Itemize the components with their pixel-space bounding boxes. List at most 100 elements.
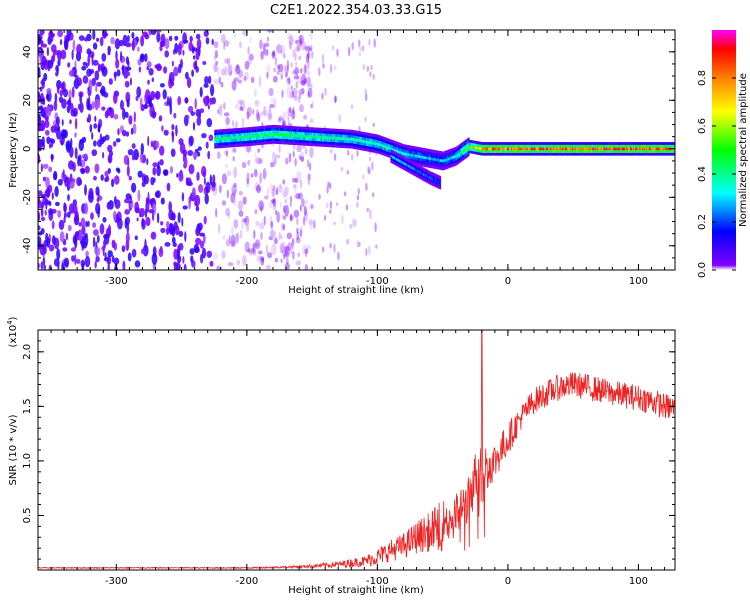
ridge-cell [440, 153, 443, 157]
ridge-cell [594, 150, 597, 153]
noise-blob [92, 222, 97, 229]
ridge-cell [317, 138, 319, 142]
ridge-cell [495, 147, 497, 151]
noise-blob [298, 88, 305, 96]
noise-blob [273, 162, 276, 168]
noise-blob [259, 222, 265, 230]
ridge-cell [450, 151, 452, 155]
ridge-cell [269, 130, 271, 134]
noise-blob [225, 124, 231, 130]
ridge-cell [330, 144, 332, 148]
ridge-cell [220, 134, 222, 138]
ridge-cell [458, 160, 460, 164]
ridge-cell [425, 161, 427, 165]
ridge-cell [475, 143, 477, 147]
ridge-cell [280, 125, 282, 129]
ridge-cell [249, 137, 252, 141]
ridge-cell [553, 147, 555, 151]
ridge-cell [439, 167, 442, 170]
noise-blob [117, 128, 120, 136]
ridge-cell [657, 142, 660, 145]
ridge-cell [278, 127, 280, 131]
x-tick-label: -300 [105, 276, 128, 287]
noise-blob [126, 98, 130, 108]
ridge-cell [354, 135, 356, 139]
ridge-cell [532, 152, 534, 156]
ridge-cell [593, 152, 596, 156]
ridge-cell [225, 139, 227, 143]
ridge-cell [658, 152, 661, 156]
noise-blob [279, 243, 284, 254]
ridge-cell [301, 134, 304, 138]
x-tick-label: -200 [236, 576, 259, 587]
ridge-cell [361, 142, 363, 146]
ridge-cell [217, 134, 219, 138]
ridge-cell [409, 168, 411, 171]
ridge-cell [423, 156, 425, 159]
noise-blob [92, 42, 98, 50]
ridge-cell [244, 127, 246, 131]
ridge-cell [422, 161, 424, 164]
ridge-cell [607, 152, 609, 156]
ridge-cell [398, 147, 401, 151]
ridge-cell [588, 144, 590, 148]
noise-blob [302, 216, 306, 226]
ridge-cell [367, 143, 369, 147]
noise-blob [107, 262, 110, 270]
ridge-cell [597, 147, 599, 151]
noise-blob [289, 42, 293, 50]
ridge-cell [666, 152, 668, 156]
ridge-cell [382, 152, 384, 156]
ridge-cell [625, 147, 628, 151]
ridge-cell [283, 125, 285, 129]
noise-blob [38, 123, 45, 132]
snr-y-label: SNR (10 * v/v) [8, 414, 19, 485]
noise-blob [277, 117, 282, 123]
ridge-cell [355, 135, 358, 139]
noise-blob [71, 255, 75, 262]
ridge-cell [547, 147, 549, 151]
ridge-cell [603, 144, 605, 148]
ridge-cell [427, 159, 429, 163]
ridge-cell [335, 142, 337, 145]
ridge-cell [370, 136, 372, 139]
noise-blob [279, 201, 282, 208]
ridge-cell [468, 147, 471, 151]
ridge-cell [591, 144, 593, 148]
ridge-cell [358, 144, 360, 148]
ridge-cell [309, 135, 311, 138]
ridge-cell [592, 144, 594, 148]
ridge-cell [419, 173, 421, 177]
ridge-cell [494, 142, 496, 145]
ridge-cell [277, 141, 279, 144]
ridge-cell [366, 138, 369, 141]
noise-blob [115, 138, 121, 143]
ridge-cell [374, 136, 376, 140]
noise-blob [374, 222, 377, 233]
noise-blob [301, 87, 305, 95]
noise-blob [278, 144, 281, 153]
ridge-cell [396, 144, 398, 147]
ridge-cell [259, 128, 262, 132]
ridge-cell [401, 155, 403, 159]
ridge-cell [604, 150, 607, 153]
ridge-cell [295, 134, 297, 138]
noise-blob [48, 244, 55, 252]
noise-blob [322, 63, 325, 69]
ridge-cell [407, 150, 409, 154]
ridge-cell [641, 147, 643, 151]
ridge-cell [319, 143, 321, 147]
ridge-cell [454, 149, 456, 153]
ridge-cell [639, 150, 641, 153]
ridge-cell [260, 134, 263, 137]
ridge-cell [376, 150, 379, 154]
ridge-cell [337, 142, 339, 145]
noise-blob [67, 194, 70, 202]
ridge-cell [446, 160, 448, 164]
ridge-cell [406, 161, 409, 164]
ridge-cell [348, 129, 350, 133]
ridge-cell [435, 181, 437, 185]
ridge-cell [232, 139, 234, 142]
ridge-cell [502, 144, 504, 148]
noise-blob [295, 260, 302, 266]
